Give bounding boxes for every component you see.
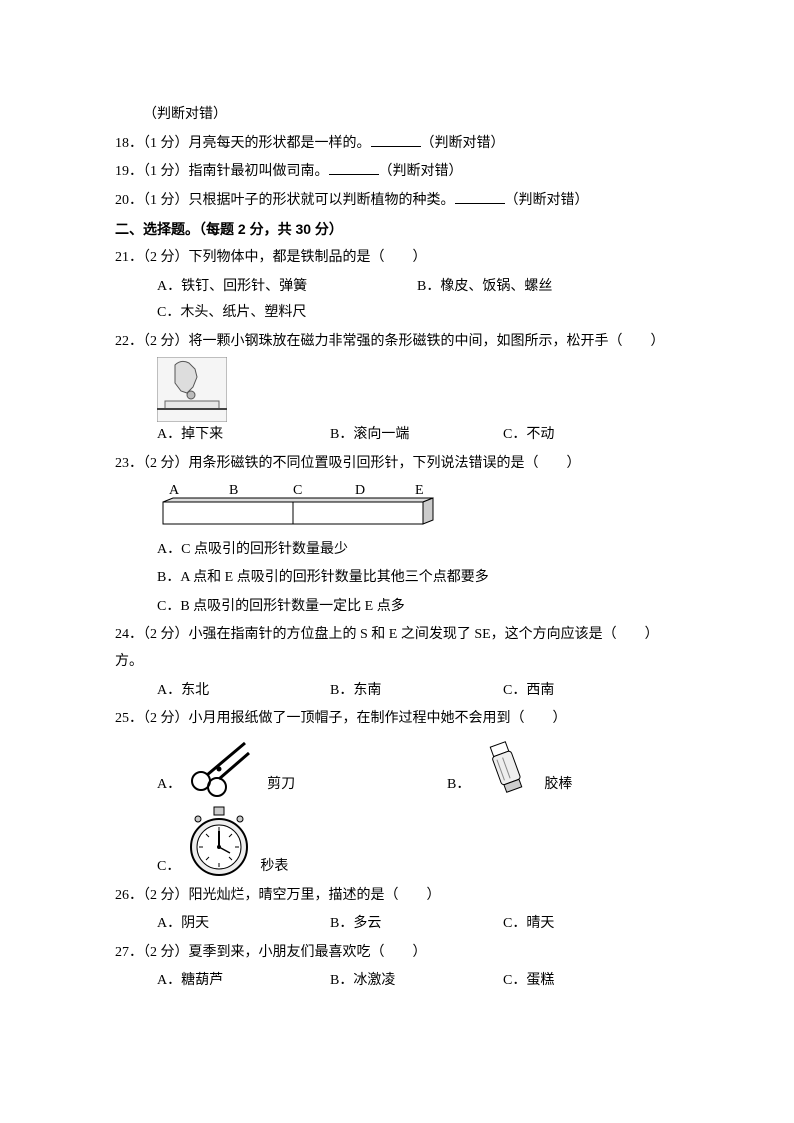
q18-prefix: 18．（1 分） xyxy=(115,136,189,151)
q26-C[interactable]: C．晴天 xyxy=(503,911,676,938)
q26-A[interactable]: A．阴天 xyxy=(157,911,330,938)
q27-B[interactable]: B．冰激凌 xyxy=(330,968,503,995)
q24-A[interactable]: A．东北 xyxy=(157,678,330,705)
q27-options: A．糖葫芦 B．冰激凌 C．蛋糕 xyxy=(115,968,679,995)
q18-judge: （判断对错） xyxy=(421,136,505,151)
q23-figure: A B C D E xyxy=(115,480,679,535)
q23-A[interactable]: A．C 点吸引的回形针数量最少 xyxy=(115,537,679,564)
q22-options: A．掉下来 B．滚向一端 C．不动 xyxy=(115,422,679,449)
q21-row1: A．铁钉、回形针、弹簧 B．橡皮、饭锅、螺丝 xyxy=(115,274,679,301)
q26-B[interactable]: B．多云 xyxy=(330,911,503,938)
q25-C[interactable]: C． 秒表 xyxy=(157,805,288,881)
q25-B-label: 胶棒 xyxy=(544,772,572,799)
intro-text: （判断对错） xyxy=(143,107,227,122)
q26-prefix: 26．（2 分） xyxy=(115,888,189,903)
q23-prefix: 23．（2 分） xyxy=(115,456,189,471)
q20-prefix: 20．（1 分） xyxy=(115,193,189,208)
intro-line: （判断对错） xyxy=(115,102,679,129)
q25-B-letter: B． xyxy=(447,772,470,799)
label-A: A xyxy=(169,483,180,498)
q20-text: 只根据叶子的形状就可以判断植物的种类。 xyxy=(189,193,455,208)
scissors-icon xyxy=(187,735,259,799)
section2-header: 二、选择题。（每题 2 分，共 30 分） xyxy=(115,216,679,243)
label-C: C xyxy=(293,483,302,498)
q19-blank[interactable] xyxy=(329,160,379,175)
q23-C[interactable]: C．B 点吸引的回形针数量一定比 E 点多 xyxy=(115,594,679,621)
q26: 26．（2 分）阳光灿烂，晴空万里，描述的是（ ） xyxy=(115,883,679,910)
q25-A-label: 剪刀 xyxy=(267,772,295,799)
q26-text: 阳光灿烂，晴空万里，描述的是（ ） xyxy=(189,888,441,903)
q25-B[interactable]: B． 胶棒 xyxy=(447,735,572,799)
q21-text: 下列物体中，都是铁制品的是（ ） xyxy=(189,250,427,265)
q24-options: A．东北 B．东南 C．西南 xyxy=(115,678,679,705)
q22-text: 将一颗小钢珠放在磁力非常强的条形磁铁的中间，如图所示，松开手（ ） xyxy=(189,334,665,349)
q21-prefix: 21．（2 分） xyxy=(115,250,189,265)
q24-C[interactable]: C．西南 xyxy=(503,678,676,705)
q27-C[interactable]: C．蛋糕 xyxy=(503,968,676,995)
q23: 23．（2 分）用条形磁铁的不同位置吸引回形针，下列说法错误的是（ ） xyxy=(115,451,679,478)
q25-C-letter: C． xyxy=(157,854,180,881)
q27-text: 夏季到来，小朋友们最喜欢吃（ ） xyxy=(189,945,427,960)
q25-row2: C． 秒表 xyxy=(115,805,679,881)
q18-blank[interactable] xyxy=(371,132,421,147)
q24-prefix: 24．（2 分） xyxy=(115,627,189,642)
glue-stick-icon xyxy=(476,735,536,799)
q22-prefix: 22．（2 分） xyxy=(115,334,189,349)
q22-figure xyxy=(115,357,679,422)
q25-C-label: 秒表 xyxy=(260,854,288,881)
q18: 18．（1 分）月亮每天的形状都是一样的。 （判断对错） xyxy=(115,131,679,158)
q22-B[interactable]: B．滚向一端 xyxy=(330,422,503,449)
q22-A[interactable]: A．掉下来 xyxy=(157,422,330,449)
q26-options: A．阴天 B．多云 C．晴天 xyxy=(115,911,679,938)
q25-A[interactable]: A． 剪刀 xyxy=(157,735,417,799)
q19: 19．（1 分）指南针最初叫做司南。 （判断对错） xyxy=(115,159,679,186)
q25-text: 小月用报纸做了一顶帽子，在制作过程中她不会用到（ ） xyxy=(189,711,567,726)
q20: 20．（1 分）只根据叶子的形状就可以判断植物的种类。 （判断对错） xyxy=(115,188,679,215)
q24-text: 小强在指南针的方位盘上的 S 和 E 之间发现了 SE，这个方向应该是（ ）方。 xyxy=(115,627,659,669)
label-D: D xyxy=(355,483,365,498)
label-E: E xyxy=(415,483,424,498)
q27: 27．（2 分）夏季到来，小朋友们最喜欢吃（ ） xyxy=(115,940,679,967)
q25: 25．（2 分）小月用报纸做了一顶帽子，在制作过程中她不会用到（ ） xyxy=(115,706,679,733)
q24-B[interactable]: B．东南 xyxy=(330,678,503,705)
q25-row1: A． 剪刀 B． 胶棒 xyxy=(115,735,679,799)
q22-C[interactable]: C．不动 xyxy=(503,422,676,449)
q21-row2: C．木头、纸片、塑料尺 xyxy=(115,300,679,327)
q21-B[interactable]: B．橡皮、饭锅、螺丝 xyxy=(417,274,677,301)
section2-title: 二、选择题。（每题 2 分，共 30 分） xyxy=(115,221,343,237)
q20-blank[interactable] xyxy=(455,189,505,204)
q24: 24．（2 分）小强在指南针的方位盘上的 S 和 E 之间发现了 SE，这个方向… xyxy=(115,622,679,675)
q22: 22．（2 分）将一颗小钢珠放在磁力非常强的条形磁铁的中间，如图所示，松开手（ … xyxy=(115,329,679,356)
q27-A[interactable]: A．糖葫芦 xyxy=(157,968,330,995)
q21-A[interactable]: A．铁钉、回形针、弹簧 xyxy=(157,274,417,301)
q19-judge: （判断对错） xyxy=(379,164,463,179)
page-root: （判断对错） 18．（1 分）月亮每天的形状都是一样的。 （判断对错） 19．（1… xyxy=(0,0,794,1055)
q27-prefix: 27．（2 分） xyxy=(115,945,189,960)
q21-C[interactable]: C．木头、纸片、塑料尺 xyxy=(157,300,417,327)
q23-text: 用条形磁铁的不同位置吸引回形针，下列说法错误的是（ ） xyxy=(189,456,581,471)
q19-text: 指南针最初叫做司南。 xyxy=(189,164,329,179)
q18-text: 月亮每天的形状都是一样的。 xyxy=(189,136,371,151)
q25-prefix: 25．（2 分） xyxy=(115,711,189,726)
label-B: B xyxy=(229,483,238,498)
hand-ball-magnet-icon xyxy=(157,357,227,422)
q21: 21．（2 分）下列物体中，都是铁制品的是（ ） xyxy=(115,245,679,272)
q25-A-letter: A． xyxy=(157,772,181,799)
q19-prefix: 19．（1 分） xyxy=(115,164,189,179)
stopwatch-icon xyxy=(186,805,252,881)
q20-judge: （判断对错） xyxy=(505,193,589,208)
q23-B[interactable]: B．A 点和 E 点吸引的回形针数量比其他三个点都要多 xyxy=(115,565,679,592)
bar-magnet-icon: A B C D E xyxy=(157,480,447,535)
